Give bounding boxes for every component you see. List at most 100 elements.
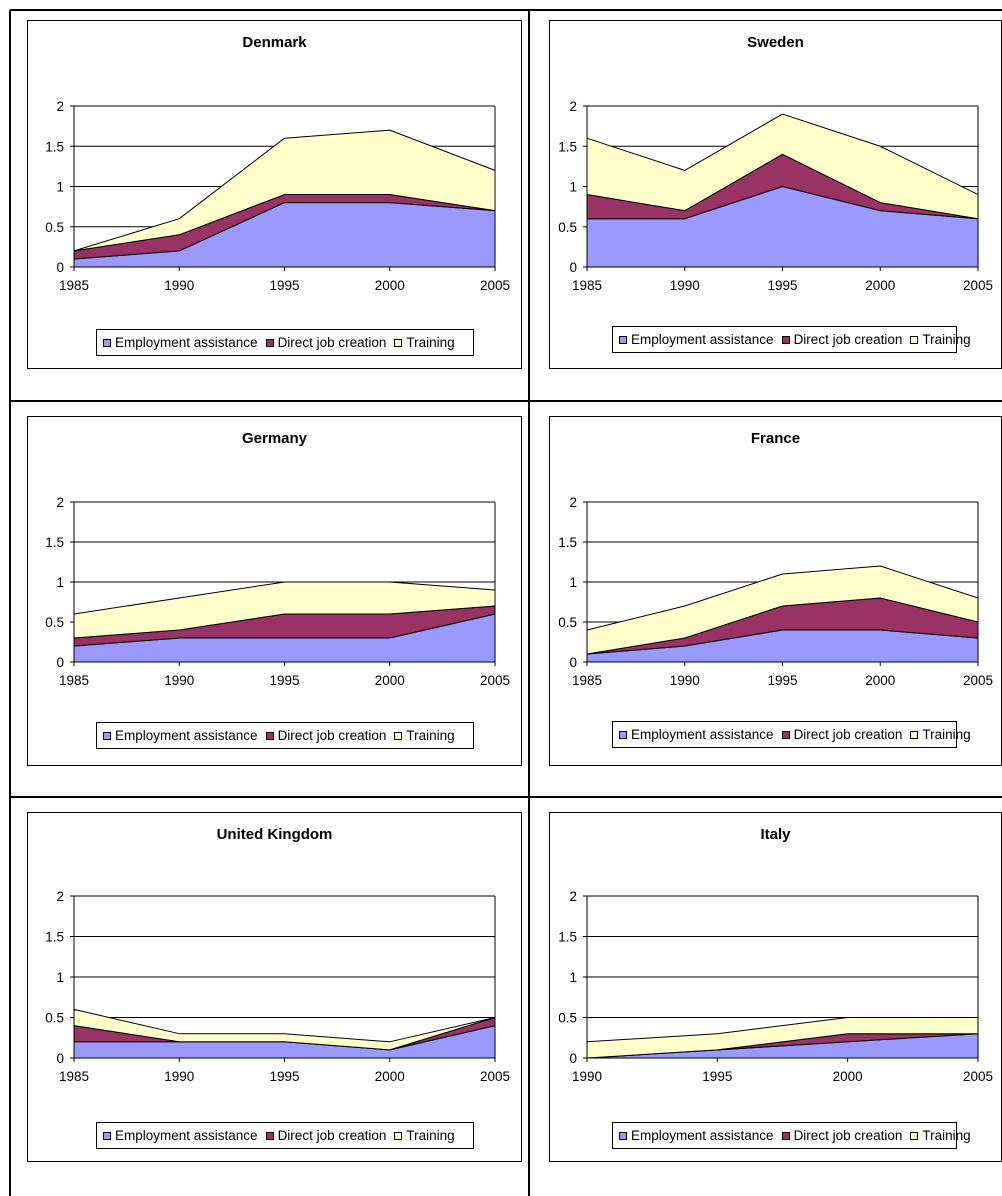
area-training — [73, 1008, 496, 1051]
legend-label: Direct job creation — [793, 332, 903, 347]
legend-label: Direct job creation — [277, 335, 387, 350]
x-tick-label: 1985 — [572, 278, 602, 293]
legend-label: Direct job creation — [277, 1128, 387, 1143]
plot-area: 0 0.5 1 1.5 2 1985 1990 1995 2000 2005 — [45, 889, 510, 1084]
x-tick-label: 1985 — [59, 1069, 89, 1084]
legend-swatch — [265, 338, 274, 347]
y-tick-label: 1 — [569, 575, 577, 590]
y-tick-label: 1.5 — [558, 930, 577, 945]
legend-swatch — [103, 338, 111, 347]
y-tick-label: 1 — [56, 970, 64, 985]
legend-item-training: Training — [394, 728, 455, 743]
y-tick-label: 0.5 — [45, 1011, 64, 1026]
y-tick-label: 0 — [56, 1051, 64, 1066]
x-tick-label: 2005 — [480, 673, 510, 688]
chart-title: Denmark — [242, 34, 307, 51]
chart-title: United Kingdom — [216, 826, 333, 843]
legend-swatch — [103, 1131, 111, 1140]
legend-swatch — [781, 730, 790, 739]
y-tick-label: 0.5 — [45, 615, 64, 630]
plot-area: 0 0.5 1 1.5 2 1985 1990 1995 2000 2005 — [45, 99, 510, 293]
legend-item-direct-job-creation: Direct job creation — [781, 332, 903, 347]
x-tick-label: 1990 — [164, 1069, 194, 1084]
plot-area: 0 0.5 1 1.5 2 1985 1990 1995 2000 2005 — [558, 495, 993, 688]
legend-swatch — [619, 730, 627, 739]
legend-swatch — [781, 335, 790, 344]
legend-item-training: Training — [910, 1128, 971, 1143]
x-tick-label: 1995 — [269, 673, 299, 688]
y-tick-label: 0.5 — [45, 220, 64, 235]
legend: Employment assistance Direct job creation… — [612, 326, 971, 353]
x-tick-label: 1990 — [670, 673, 700, 688]
legend-item-employment-assistance: Employment assistance — [103, 728, 258, 743]
x-tick-label: 1995 — [269, 1069, 299, 1084]
plot-area: 0 0.5 1 1.5 2 1985 1990 1995 2000 2005 — [45, 495, 510, 688]
x-tick-label: 2000 — [375, 1069, 405, 1084]
chart-title: France — [750, 430, 801, 447]
legend-label: Direct job creation — [277, 728, 387, 743]
y-tick-label: 0 — [569, 260, 577, 275]
legend-label: Training — [406, 335, 455, 350]
y-tick-label: 0.5 — [558, 615, 577, 630]
y-tick-label: 1 — [56, 575, 64, 590]
legend-item-employment-assistance: Employment assistance — [619, 332, 774, 347]
x-tick-label: 1985 — [59, 673, 89, 688]
legend: Employment assistance Direct job creation… — [612, 1122, 971, 1149]
y-tick-label: 1.5 — [45, 535, 64, 550]
y-tick-label: 1.5 — [45, 139, 64, 154]
x-tick-label: 2000 — [865, 673, 895, 688]
legend-label: Employment assistance — [631, 1128, 774, 1143]
legend: Employment assistance Direct job creation… — [96, 329, 474, 356]
legend-swatch — [910, 335, 919, 344]
legend-swatch — [910, 1131, 919, 1140]
legend-item-direct-job-creation: Direct job creation — [781, 1128, 903, 1143]
x-tick-label: 2005 — [480, 1069, 510, 1084]
y-tick-label: 2 — [569, 99, 577, 114]
y-tick-label: 0 — [569, 1051, 577, 1066]
plot-area: 0 0.5 1 1.5 2 1990 1995 2000 2005 — [558, 889, 993, 1084]
chart-panel-denmark: Denmark 0 0.5 1 1.5 2 1985 1990 1995 2000 2005 Empl… — [27, 20, 522, 369]
legend-swatch — [910, 730, 919, 739]
x-tick-label: 1985 — [59, 278, 89, 293]
y-tick-label: 1.5 — [45, 930, 64, 945]
x-tick-label: 2005 — [963, 278, 993, 293]
x-tick-label: 2000 — [865, 278, 895, 293]
legend-swatch — [265, 731, 274, 740]
y-tick-label: 1 — [569, 970, 577, 985]
legend-swatch — [394, 731, 403, 740]
chart-panel-france: France 0 0.5 1 1.5 2 1985 1990 1995 2000 2005 Emplo… — [549, 416, 1002, 766]
x-tick-label: 1985 — [572, 673, 602, 688]
legend: Employment assistance Direct job creation… — [96, 1122, 474, 1149]
y-tick-label: 0.5 — [558, 220, 577, 235]
legend-item-employment-assistance: Employment assistance — [619, 1128, 774, 1143]
legend-label: Direct job creation — [793, 1128, 903, 1143]
y-tick-label: 1.5 — [558, 139, 577, 154]
plot-area: 0 0.5 1 1.5 2 1985 1990 1995 2000 2005 — [558, 99, 993, 293]
legend-label: Employment assistance — [115, 335, 258, 350]
legend-swatch — [619, 335, 627, 344]
legend-item-direct-job-creation: Direct job creation — [265, 728, 387, 743]
legend-swatch — [265, 1131, 274, 1140]
legend-item-employment-assistance: Employment assistance — [103, 1128, 258, 1143]
chart-panel-sweden: Sweden 0 0.5 1 1.5 2 1985 1990 1995 2000 2005 Emplo… — [549, 20, 1002, 369]
y-tick-label: 1.5 — [558, 535, 577, 550]
x-tick-label: 1990 — [164, 278, 194, 293]
x-tick-label: 2005 — [480, 278, 510, 293]
legend-item-direct-job-creation: Direct job creation — [265, 335, 387, 350]
chart-panel-italy: Italy 0 0.5 1 1.5 2 1990 1995 2000 2005 Employment… — [549, 812, 1002, 1162]
y-tick-label: 0 — [56, 260, 64, 275]
x-tick-label: 1995 — [767, 278, 797, 293]
x-tick-label: 1990 — [670, 278, 700, 293]
chart-title: Germany — [241, 430, 308, 447]
x-tick-label: 1995 — [702, 1069, 732, 1084]
legend-label: Training — [406, 1128, 455, 1143]
legend-item-employment-assistance: Employment assistance — [619, 727, 774, 742]
chart-title: Sweden — [747, 34, 804, 51]
x-tick-label: 1990 — [164, 673, 194, 688]
y-tick-label: 0 — [56, 655, 64, 670]
y-tick-label: 0 — [569, 655, 577, 670]
legend-label: Employment assistance — [115, 1128, 258, 1143]
y-tick-label: 1 — [569, 180, 577, 195]
legend-swatch — [103, 731, 111, 740]
